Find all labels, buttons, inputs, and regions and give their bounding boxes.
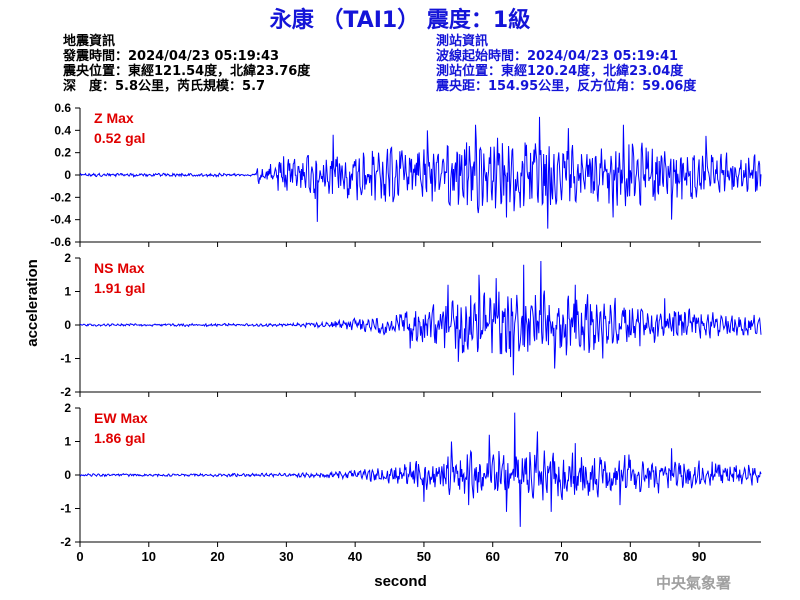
- y-tick-label: 1: [64, 285, 71, 299]
- x-axis-label: second: [374, 573, 427, 590]
- x-tick-label: 60: [485, 549, 499, 564]
- y-tick-label: 0.2: [54, 146, 71, 160]
- y-tick-label: 0.6: [54, 101, 71, 115]
- x-tick-label: 10: [142, 549, 156, 564]
- y-tick-label: 0: [64, 318, 71, 332]
- y-tick-label: -0.6: [50, 235, 71, 249]
- panel-ew: 2 1 0 -1 -2 EW Max 1.86 gal: [60, 401, 762, 549]
- station-info-heading: 測站資訊: [436, 34, 489, 49]
- x-tick-label: 0: [76, 549, 83, 564]
- x-tick-label: 70: [554, 549, 568, 564]
- y-tick-label: -1: [60, 502, 71, 516]
- depth-magnitude: 深 度：5.8公里，芮氏規模：5.7: [63, 79, 266, 94]
- agency-watermark: 中央氣象署: [656, 574, 732, 592]
- event-info-heading: 地震資訊: [63, 34, 116, 49]
- panel-z: 0.6 0.4 0.2 0 -0.2 -0.4 -0.6 Z Max 0.52 gal: [50, 101, 762, 249]
- x-tick-label: 90: [692, 549, 706, 564]
- wave-onset-time: 波線起始時間：2024/04/23 05:19:41: [436, 49, 679, 64]
- epicenter-location: 震央位置：東經121.54度，北緯23.76度: [63, 64, 311, 79]
- max-value: 1.86 gal: [94, 430, 145, 446]
- y-tick-label: -0.4: [50, 213, 71, 227]
- panel-ns: 2 1 0 -1 -2 NS Max 1.91 gal: [60, 251, 762, 399]
- y-tick-label: 2: [64, 251, 71, 265]
- y-tick-label: -1: [60, 352, 71, 366]
- y-tick-label: 0.4: [54, 123, 71, 137]
- waveform-ew: [79, 412, 762, 527]
- waveform-ns: [79, 261, 762, 376]
- y-tick-label: 2: [64, 401, 71, 415]
- y-tick-label: -2: [60, 535, 71, 549]
- station-info-block: 測站資訊 波線起始時間：2024/04/23 05:19:41 測站位置：東經1…: [436, 34, 696, 94]
- x-tick-label: 40: [348, 549, 362, 564]
- max-label: EW Max: [94, 410, 148, 426]
- y-tick-label: -0.2: [50, 190, 71, 204]
- y-tick-label: 1: [64, 435, 71, 449]
- x-tick-label: 30: [279, 549, 293, 564]
- y-tick-label: 0: [64, 468, 71, 482]
- waveform-z: [79, 116, 762, 229]
- max-value: 0.52 gal: [94, 130, 145, 146]
- x-tick-label: 50: [417, 549, 431, 564]
- station-location: 測站位置：東經120.24度，北緯23.04度: [436, 64, 684, 79]
- x-tick-label: 20: [210, 549, 224, 564]
- max-label: NS Max: [94, 260, 145, 276]
- event-info-block: 地震資訊 發震時間：2024/04/23 05:19:43 震央位置：東經121…: [63, 34, 310, 94]
- y-tick-label: -2: [60, 385, 71, 399]
- x-tick-label: 80: [623, 549, 637, 564]
- y-axis-label: acceleration: [24, 259, 41, 347]
- origin-time: 發震時間：2024/04/23 05:19:43: [63, 49, 280, 64]
- max-label: Z Max: [94, 110, 134, 126]
- chart-title: 永康 （TAI1） 震度：1級: [269, 8, 531, 33]
- distance-azimuth: 震央距：154.95公里，反方位角：59.06度: [436, 79, 697, 94]
- max-value: 1.91 gal: [94, 280, 145, 296]
- y-tick-label: 0: [64, 168, 71, 182]
